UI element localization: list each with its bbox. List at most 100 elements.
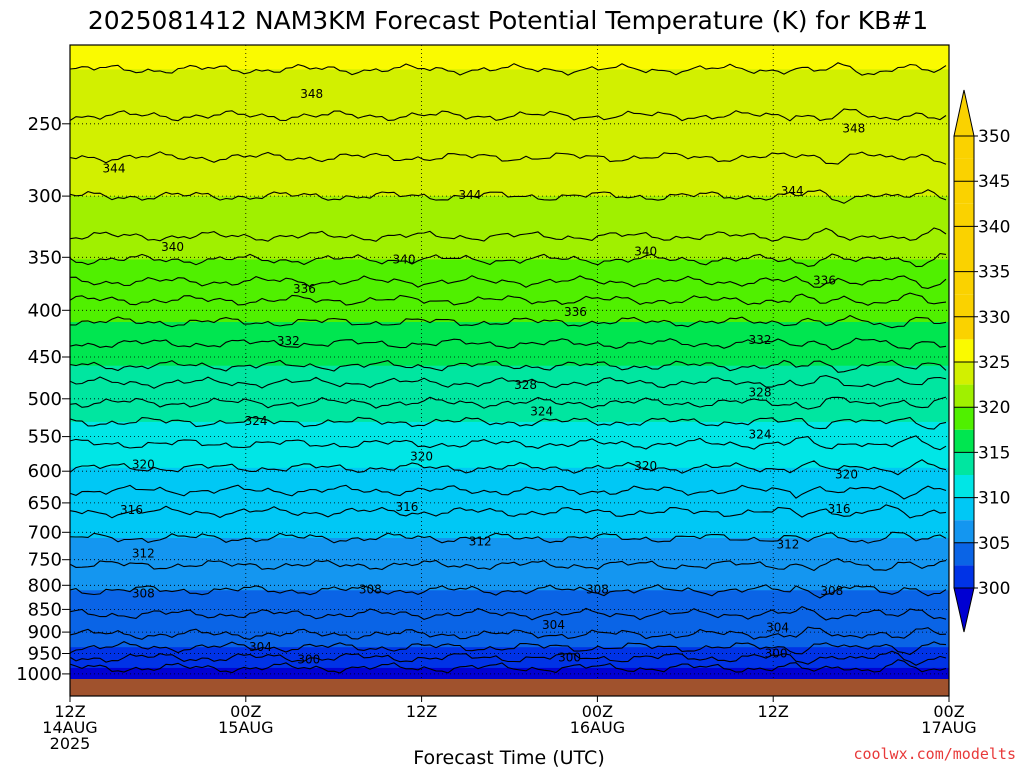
contour-label: 316 bbox=[395, 500, 418, 514]
colorbar-cell bbox=[954, 452, 974, 475]
y-tick-label: 800 bbox=[28, 575, 62, 596]
colorbar-label: 310 bbox=[978, 489, 1010, 509]
contour-330 bbox=[70, 359, 947, 373]
theta-band bbox=[70, 69, 949, 120]
colorbar-cell bbox=[954, 203, 974, 227]
colorbar-label: 345 bbox=[978, 172, 1010, 192]
contour-label: 320 bbox=[410, 449, 433, 463]
contour-label: 316 bbox=[120, 503, 143, 517]
contour-label: 332 bbox=[749, 333, 772, 347]
contour-lines bbox=[70, 62, 947, 674]
x-tick-label: 17AUG bbox=[921, 718, 976, 737]
contour-label: 300 bbox=[558, 651, 581, 665]
colorbar-label: 315 bbox=[978, 443, 1010, 463]
colorbar-cell bbox=[954, 158, 974, 182]
theta-band bbox=[70, 322, 949, 348]
contour-label: 312 bbox=[776, 538, 799, 552]
contour-label: 320 bbox=[132, 458, 155, 472]
colorbar-cell bbox=[954, 249, 974, 272]
contour-label: 340 bbox=[161, 240, 184, 254]
contour-306 bbox=[70, 626, 947, 640]
colorbar-cell bbox=[954, 136, 974, 159]
contour-label: 324 bbox=[749, 428, 772, 442]
colorbar-min-arrow bbox=[953, 587, 975, 633]
contour-label: 344 bbox=[103, 162, 126, 176]
contour-label: 312 bbox=[469, 534, 492, 548]
contour-302 bbox=[70, 650, 947, 666]
x-tick-label: 12Z bbox=[758, 702, 789, 721]
theta-band bbox=[70, 538, 949, 569]
contour-316 bbox=[70, 504, 947, 519]
colorbar-cell bbox=[954, 475, 974, 498]
contour-300 bbox=[70, 659, 947, 674]
y-tick-label: 350 bbox=[28, 247, 62, 268]
y-tick-label: 450 bbox=[28, 347, 62, 368]
contour-label: 320 bbox=[634, 459, 657, 473]
contour-350 bbox=[70, 62, 947, 76]
theta-band bbox=[70, 45, 949, 74]
contour-336 bbox=[70, 292, 947, 306]
contour-312 bbox=[70, 558, 947, 572]
colorbar-cell bbox=[954, 520, 974, 543]
colorbar-cell bbox=[954, 565, 974, 588]
colorbar-label: 350 bbox=[978, 127, 1010, 147]
contour-332 bbox=[70, 337, 947, 351]
contour-label: 324 bbox=[245, 414, 268, 428]
contour-348 bbox=[70, 108, 947, 122]
contour-labels: 348 348 344 344 344 340 340 340 336 336 336 332 332 3… bbox=[103, 87, 866, 667]
contour-344 bbox=[70, 189, 947, 204]
ground-strip bbox=[70, 679, 949, 696]
colorbar-cell bbox=[954, 362, 974, 385]
y-tick-label: 900 bbox=[28, 622, 62, 643]
theta-band bbox=[70, 402, 949, 426]
contour-342 bbox=[70, 227, 947, 242]
contour-334 bbox=[70, 314, 947, 329]
x-tick-label: 14AUG bbox=[42, 718, 97, 737]
theta-band bbox=[70, 512, 949, 542]
contour-label: 300 bbox=[765, 647, 788, 661]
y-tick-label: 1000 bbox=[16, 664, 62, 685]
x-axis-label: Forecast Time (UTC) bbox=[413, 747, 604, 768]
contour-318 bbox=[70, 484, 947, 500]
theta-band bbox=[70, 196, 949, 241]
contour-label: 308 bbox=[359, 582, 382, 596]
contour-label: 308 bbox=[820, 584, 843, 598]
colorbar-label: 330 bbox=[978, 308, 1010, 328]
colorbar-label: 335 bbox=[978, 263, 1010, 283]
colorbar-label: 325 bbox=[978, 353, 1010, 373]
contour-label: 336 bbox=[293, 282, 316, 296]
colorbar-label: 300 bbox=[978, 579, 1010, 599]
colorbar-label: 305 bbox=[978, 534, 1010, 554]
chart-title: 2025081412 NAM3KM Forecast Potential Tem… bbox=[88, 6, 928, 35]
y-tick-label: 300 bbox=[28, 186, 62, 207]
theta-band bbox=[70, 382, 949, 407]
contour-324 bbox=[70, 416, 947, 430]
contour-346 bbox=[70, 151, 947, 165]
theta-band bbox=[70, 634, 949, 652]
contour-label: 340 bbox=[393, 253, 416, 267]
colorbar-cell bbox=[954, 271, 974, 295]
y-tick-label: 400 bbox=[28, 300, 62, 321]
colorbar-cell bbox=[954, 181, 974, 204]
contour-label: 308 bbox=[132, 587, 155, 601]
contour-label: 304 bbox=[542, 618, 565, 632]
x-tick-label: 2025 bbox=[50, 734, 91, 753]
contour-322 bbox=[70, 435, 947, 451]
y-tick-label: 600 bbox=[28, 461, 62, 482]
colorbar-label: 340 bbox=[978, 217, 1010, 237]
contour-338 bbox=[70, 275, 947, 289]
contour-label: 308 bbox=[586, 582, 609, 596]
contour-label: 328 bbox=[749, 385, 772, 399]
contour-label: 300 bbox=[297, 653, 320, 667]
contour-314 bbox=[70, 531, 947, 544]
y-tick-label: 550 bbox=[28, 427, 62, 448]
contour-label: 312 bbox=[132, 546, 155, 560]
x-tick-label: 00Z bbox=[933, 702, 964, 721]
theta-band bbox=[70, 467, 949, 495]
theta-band bbox=[70, 667, 949, 679]
contour-304 bbox=[70, 640, 947, 656]
theta-band bbox=[70, 236, 949, 264]
contour-label: 340 bbox=[634, 245, 657, 259]
colorbar-cell bbox=[954, 497, 974, 521]
